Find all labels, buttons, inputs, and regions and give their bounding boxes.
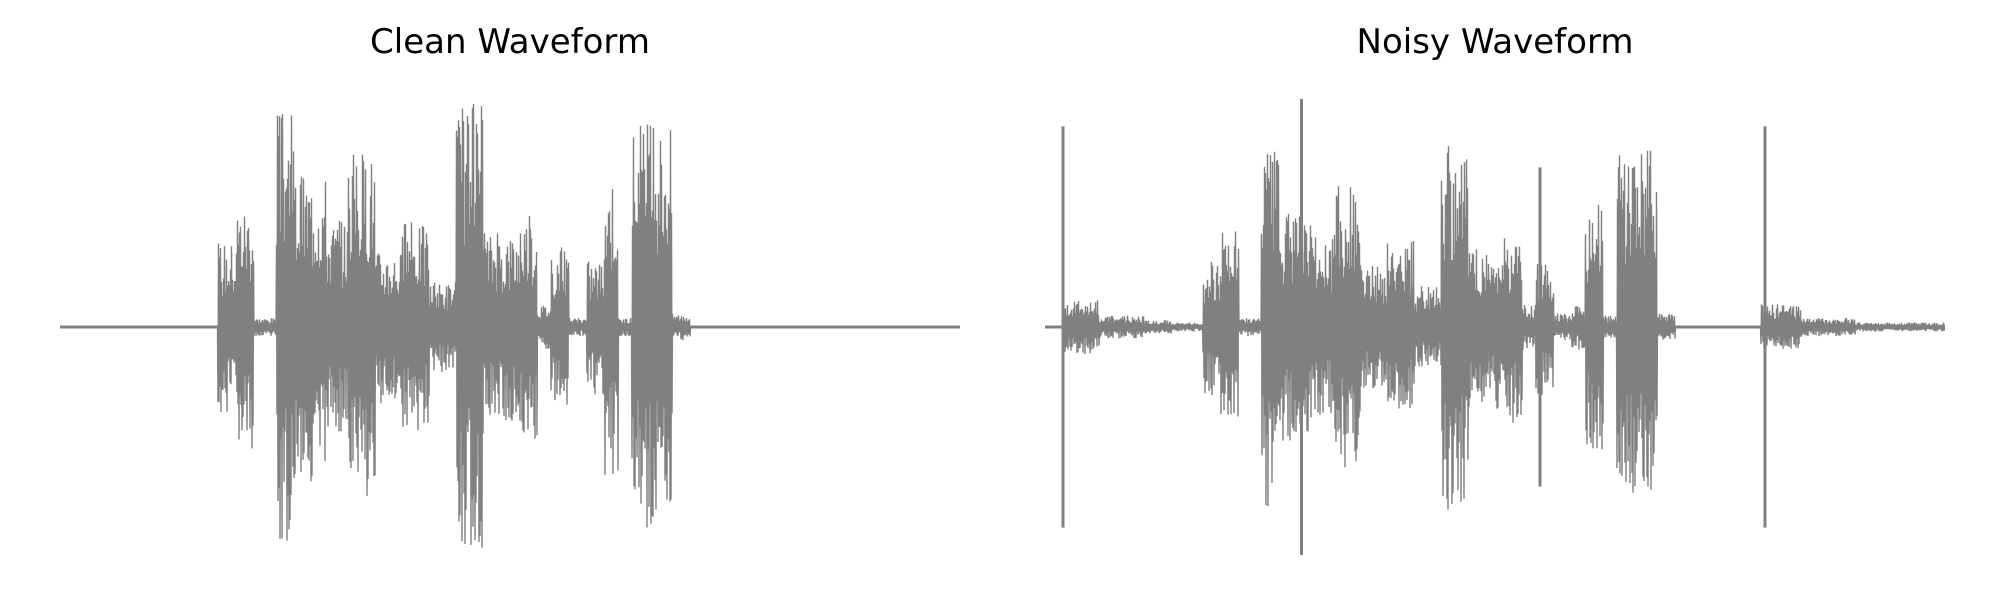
noisy-waveform-panel: Noisy Waveform xyxy=(1045,0,1945,600)
waveform-series-line xyxy=(1045,146,1945,510)
clean-waveform-plot xyxy=(60,103,960,548)
clean-waveform-title: Clean Waveform xyxy=(370,22,650,62)
noisy-waveform-plot xyxy=(1045,99,1945,555)
waveform-series-line xyxy=(60,103,960,548)
noisy-waveform-title: Noisy Waveform xyxy=(1356,22,1634,62)
clean-waveform-panel: Clean Waveform xyxy=(60,0,960,600)
